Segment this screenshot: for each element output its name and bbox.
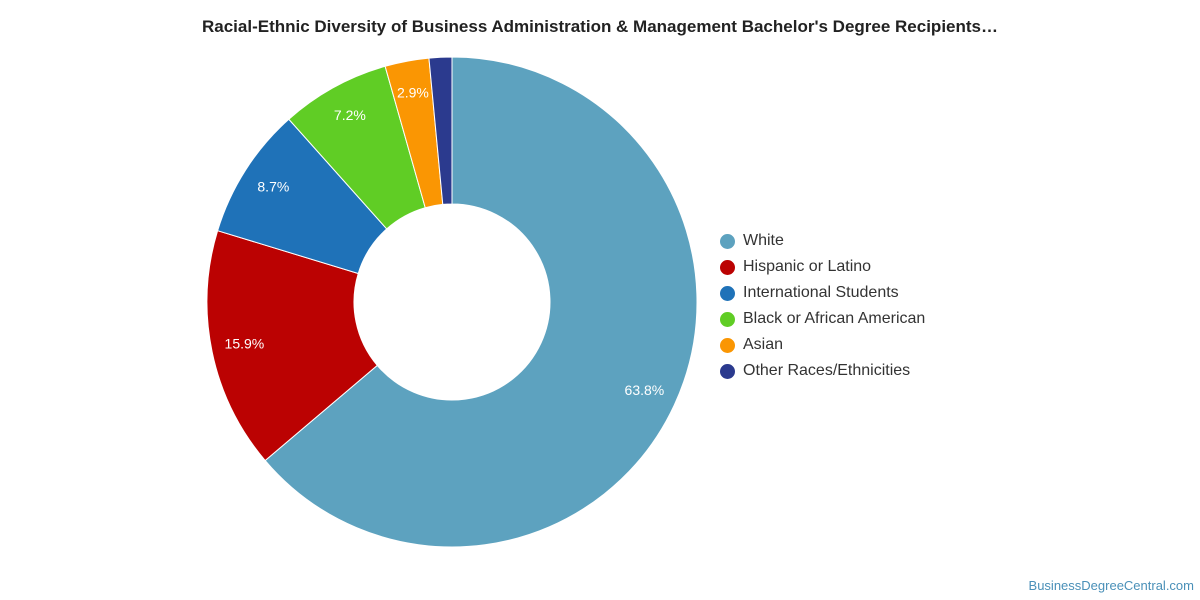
legend-item-white[interactable]: White bbox=[720, 228, 925, 254]
slice-label-international-students: 8.7% bbox=[257, 179, 289, 195]
legend-label: International Students bbox=[743, 284, 899, 301]
donut-slices bbox=[206, 56, 698, 548]
slice-label-hispanic-or-latino: 15.9% bbox=[225, 336, 265, 352]
legend-item-international-students[interactable]: International Students bbox=[720, 280, 925, 306]
legend-swatch bbox=[720, 311, 735, 327]
slice-label-black-or-african-american: 7.2% bbox=[334, 107, 366, 123]
slice-white[interactable] bbox=[264, 56, 698, 548]
slice-hispanic-or-latino[interactable] bbox=[206, 230, 378, 462]
legend-item-asian[interactable]: Asian bbox=[720, 332, 925, 358]
site-watermark[interactable]: BusinessDegreeCentral.com bbox=[1028, 578, 1194, 593]
legend-swatch bbox=[720, 233, 735, 249]
legend-swatch bbox=[720, 285, 735, 301]
legend-label: Hispanic or Latino bbox=[743, 258, 872, 275]
legend-label: Black or African American bbox=[743, 310, 926, 327]
legend-label: White bbox=[743, 232, 784, 249]
legend-item-other-races-ethnicities[interactable]: Other Races/Ethnicities bbox=[720, 358, 925, 384]
legend-item-hispanic-or-latino[interactable]: Hispanic or Latino bbox=[720, 254, 925, 280]
legend-swatch bbox=[720, 337, 735, 353]
chart-legend: White Hispanic or Latino International Stu… bbox=[720, 228, 925, 384]
chart-title: Racial-Ethnic Diversity of Business Admi… bbox=[201, 17, 998, 36]
legend-swatch bbox=[720, 363, 735, 379]
legend-label: Asian bbox=[743, 336, 784, 353]
legend-label: Other Races/Ethnicities bbox=[743, 362, 911, 379]
legend-item-black-or-african-american[interactable]: Black or African American bbox=[720, 306, 925, 332]
slice-other-races-ethnicities[interactable] bbox=[428, 56, 453, 205]
slice-labels: 63.8% 15.9% 8.7% 7.2% 2.9% bbox=[225, 84, 665, 397]
legend-swatch bbox=[720, 259, 735, 275]
slice-label-white: 63.8% bbox=[625, 382, 665, 398]
slice-label-asian: 2.9% bbox=[397, 84, 429, 100]
